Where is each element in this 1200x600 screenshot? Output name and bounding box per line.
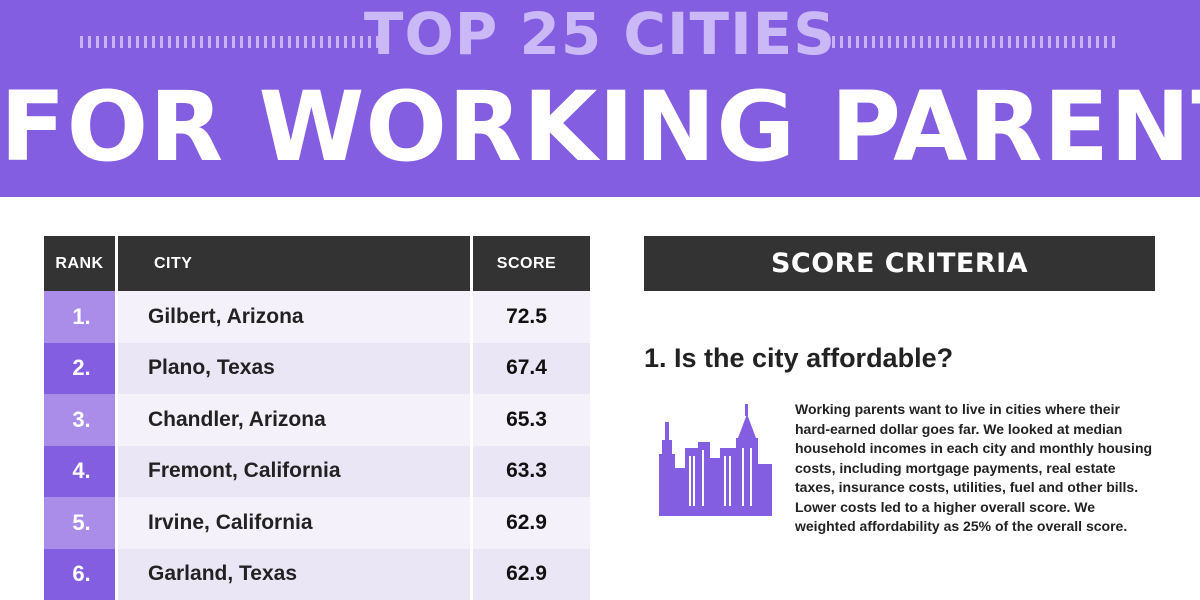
score-cell: 72.5	[473, 291, 590, 343]
table-row: 4. Fremont, California 63.3	[44, 445, 590, 497]
decorative-dots-right	[832, 36, 1120, 48]
rank-cell: 4.	[44, 445, 115, 497]
subtitle-row: TOP 25 CITIES	[0, 0, 1200, 80]
page-title: FOR WORKING PARENTS	[0, 71, 1200, 183]
score-cell: 67.4	[473, 342, 590, 394]
rank-cell: 5.	[44, 497, 115, 549]
city-cell: Chandler, Arizona	[115, 394, 473, 446]
city-cell: Plano, Texas	[115, 342, 473, 394]
table-row: 1. Gilbert, Arizona 72.5	[44, 291, 590, 343]
score-cell: 62.9	[473, 497, 590, 549]
score-cell: 65.3	[473, 394, 590, 446]
header-rank: RANK	[55, 254, 104, 272]
table-row: 5. Irvine, California 62.9	[44, 497, 590, 549]
rank-cell: 6.	[44, 548, 115, 600]
city-skyline-icon	[659, 404, 772, 516]
page-subtitle: TOP 25 CITIES	[363, 0, 837, 68]
table-row: 2. Plano, Texas 67.4	[44, 342, 590, 394]
criteria-description: Working parents want to live in cities w…	[795, 401, 1153, 534]
table-row: 6. Garland, Texas 62.9	[44, 548, 590, 600]
decorative-dots-left	[80, 36, 390, 48]
rankings-table: RANK CITY SCORE 1. Gilbert, Arizona 72.5…	[44, 236, 590, 600]
rank-cell: 1.	[44, 291, 115, 343]
score-cell: 62.9	[473, 548, 590, 600]
city-cell: Gilbert, Arizona	[115, 291, 473, 343]
score-cell: 63.3	[473, 445, 590, 497]
header-banner: TOP 25 CITIES FOR WORKING PARENTS	[0, 0, 1200, 197]
city-cell: Fremont, California	[115, 445, 473, 497]
rank-cell: 2.	[44, 342, 115, 394]
city-cell: Irvine, California	[115, 497, 473, 549]
header-city: CITY	[115, 236, 473, 291]
score-criteria-heading: SCORE CRITERIA	[644, 236, 1155, 291]
criteria-question-title: 1. Is the city affordable?	[644, 343, 954, 373]
header-score: SCORE	[496, 254, 557, 272]
table-row: 3. Chandler, Arizona 65.3	[44, 394, 590, 446]
rank-cell: 3.	[44, 394, 115, 446]
city-cell: Garland, Texas	[115, 548, 473, 600]
table-header: RANK CITY SCORE	[44, 236, 590, 291]
